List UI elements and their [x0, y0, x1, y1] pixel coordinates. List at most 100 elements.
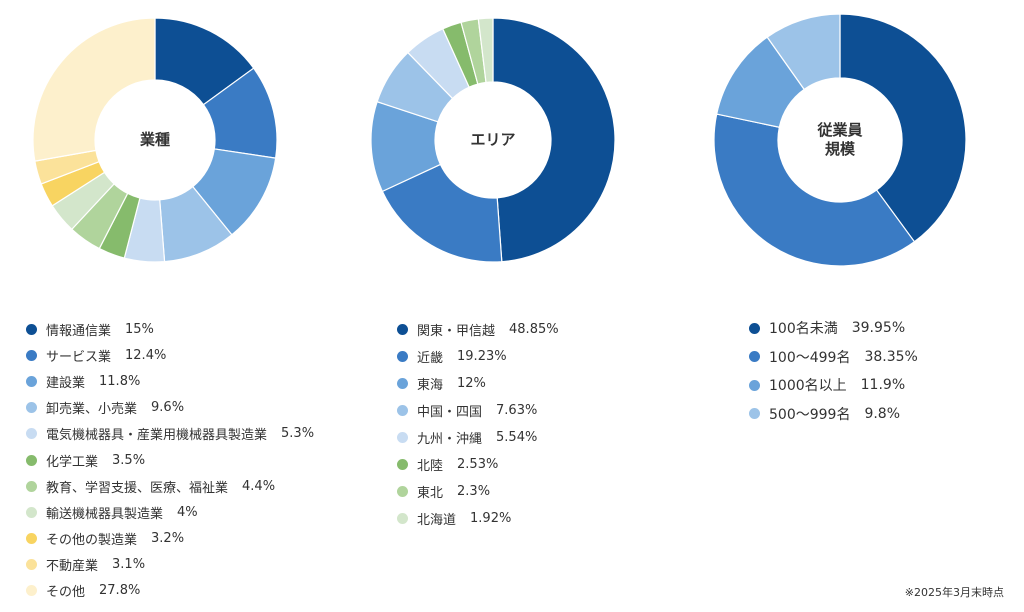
- legend-label: 九州・沖縄: [417, 432, 483, 447]
- legend-label: サービス業: [46, 349, 112, 365]
- legend-item: 教育、学習支援、医療、福祉業 4.4%: [26, 473, 314, 499]
- legend-item: 東北 2.3%: [397, 478, 559, 505]
- legend-label: 100名未満: [769, 321, 838, 338]
- legend-dot-icon: [26, 506, 37, 518]
- donut-slice-2: [381, 163, 503, 263]
- legend-item: 化学工業 3.5%: [26, 447, 314, 473]
- legend-item: 近畿 19.23%: [397, 343, 559, 370]
- legend-value: 12.4%: [125, 347, 167, 363]
- legend-dot-icon: [397, 459, 408, 470]
- legend-dot-icon: [26, 533, 37, 545]
- legend-value: 15%: [125, 321, 154, 337]
- legend-label: 100～499名: [769, 349, 851, 366]
- legend-item: 関東・甲信越 48.85%: [397, 316, 559, 343]
- legend-dot-icon: [26, 585, 37, 597]
- legend-label: 不動産業: [46, 559, 99, 575]
- legend-item: 中国・四国 7.63%: [397, 397, 559, 424]
- legend-dot-icon: [397, 486, 408, 497]
- legend-label: 東海: [417, 378, 444, 393]
- legend-label: 関東・甲信越: [417, 324, 496, 339]
- legend-dot-icon: [26, 559, 37, 571]
- legend-item: その他の製造業 3.2%: [26, 526, 314, 552]
- legend-label: 近畿: [417, 351, 444, 366]
- legend-dot-icon: [749, 351, 760, 363]
- legend-value: 12%: [457, 376, 486, 391]
- legend-label: 輸送機械器具製造業: [46, 506, 164, 522]
- legend-item: 建設業 11.8%: [26, 368, 314, 394]
- legend-item: 東海 12%: [397, 370, 559, 397]
- industry-donut-chart: [32, 17, 278, 263]
- legend-value: 5.3%: [281, 426, 315, 442]
- legend-value: 3.2%: [151, 531, 185, 547]
- legend-value: 11.9%: [860, 377, 906, 394]
- footnote: ※2025年3月末時点: [904, 586, 1004, 599]
- donut-slice-1: [492, 17, 616, 263]
- legend-label: 北陸: [417, 459, 444, 474]
- legend-value: 3.1%: [112, 557, 146, 573]
- legend-value: 11.8%: [99, 373, 141, 389]
- legend-item: 輸送機械器具製造業 4%: [26, 499, 314, 525]
- legend-value: 2.3%: [457, 484, 491, 499]
- industry-legend: 情報通信業 15% サービス業 12.4% 建設業 11.8% 卸売業、小売業 9.6% 電気機…: [26, 316, 314, 604]
- legend-value: 5.54%: [496, 430, 538, 445]
- legend-item: 1000名以上 11.9%: [749, 371, 918, 400]
- legend-item: 電気機械器具・産業用機械器具製造業 5.3%: [26, 421, 314, 447]
- legend-dot-icon: [26, 323, 37, 335]
- donut-slice-11: [32, 17, 156, 162]
- legend-dot-icon: [397, 351, 408, 362]
- legend-item: 北海道 1.92%: [397, 505, 559, 532]
- legend-value: 4%: [177, 504, 198, 520]
- legend-item: その他 27.8%: [26, 578, 314, 604]
- area-center-label: エリア: [470, 130, 516, 149]
- donut-slice-4: [766, 13, 841, 91]
- legend-dot-icon: [26, 454, 37, 466]
- legend-value: 7.63%: [496, 403, 538, 418]
- employee-size-legend: 100名未満 39.95% 100～499名 38.35% 1000名以上 11.9% 50…: [749, 314, 918, 428]
- legend-dot-icon: [26, 375, 37, 387]
- legend-dot-icon: [397, 513, 408, 524]
- legend-label: その他: [46, 585, 86, 601]
- area-donut-chart: [370, 17, 616, 263]
- legend-value: 48.85%: [509, 322, 559, 337]
- legend-label: 北海道: [417, 513, 457, 528]
- legend-value: 2.53%: [457, 457, 499, 472]
- legend-label: 建設業: [46, 375, 86, 391]
- legend-item: 不動産業 3.1%: [26, 552, 314, 578]
- legend-label: 500～999名: [769, 406, 851, 423]
- legend-value: 27.8%: [99, 583, 141, 599]
- legend-label: 中国・四国: [417, 405, 483, 420]
- legend-label: 教育、学習支援、医療、福祉業: [46, 480, 229, 496]
- area-legend: 関東・甲信越 48.85% 近畿 19.23% 東海 12% 中国・四国 7.63% 九州・沖縄…: [397, 316, 559, 532]
- legend-dot-icon: [397, 405, 408, 416]
- legend-value: 3.5%: [112, 452, 146, 468]
- legend-item: 北陸 2.53%: [397, 451, 559, 478]
- legend-dot-icon: [749, 379, 760, 391]
- donut-slice-8: [477, 17, 494, 84]
- legend-label: 卸売業、小売業: [46, 402, 138, 418]
- legend-item: 九州・沖縄 5.54%: [397, 424, 559, 451]
- legend-item: 情報通信業 15%: [26, 316, 314, 342]
- legend-label: 電気機械器具・産業用機械器具製造業: [46, 428, 268, 444]
- legend-dot-icon: [26, 428, 37, 440]
- legend-dot-icon: [26, 480, 37, 492]
- legend-item: 卸売業、小売業 9.6%: [26, 395, 314, 421]
- legend-value: 39.95%: [851, 320, 906, 337]
- legend-label: 1000名以上: [769, 378, 847, 395]
- legend-label: 情報通信業: [46, 323, 112, 339]
- legend-dot-icon: [749, 408, 760, 420]
- legend-label: 化学工業: [46, 454, 99, 470]
- donut-slice-1: [839, 13, 967, 243]
- employee-size-donut-chart: [713, 13, 967, 267]
- legend-label: 東北: [417, 486, 444, 501]
- legend-dot-icon: [397, 324, 408, 335]
- employee-size-center-label: 従業員規模: [817, 121, 863, 158]
- legend-value: 1.92%: [470, 511, 512, 526]
- legend-dot-icon: [397, 432, 408, 443]
- industry-center-label: 業種: [139, 130, 170, 149]
- legend-item: サービス業 12.4%: [26, 342, 314, 368]
- legend-item: 500～999名 9.8%: [749, 400, 918, 429]
- legend-dot-icon: [397, 378, 408, 389]
- legend-item: 100名未満 39.95%: [749, 314, 918, 343]
- legend-value: 19.23%: [457, 349, 507, 364]
